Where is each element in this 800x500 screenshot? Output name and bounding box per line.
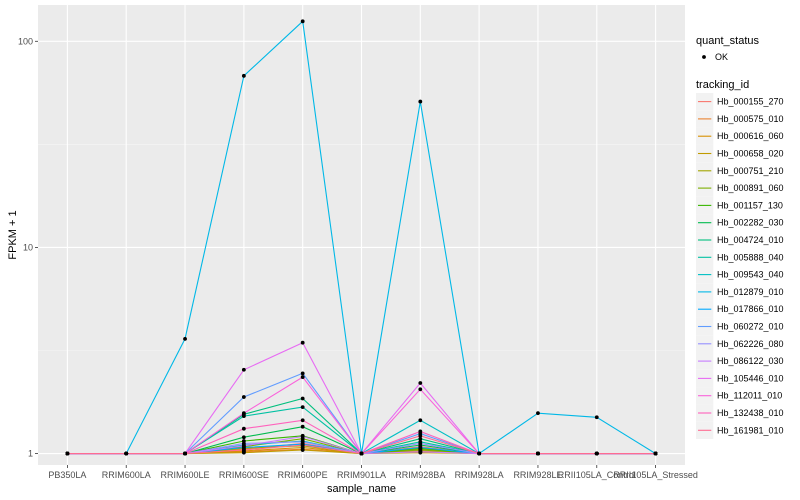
legend-label-tracking-id: Hb_009543_040 <box>717 270 784 280</box>
legend-label-tracking-id: Hb_005888_040 <box>717 252 784 262</box>
data-point <box>418 381 423 385</box>
y-tick-label: 100 <box>18 36 33 46</box>
data-point <box>300 375 305 379</box>
data-point <box>300 443 305 447</box>
legend-label-tracking-id: Hb_060272_010 <box>717 322 784 332</box>
legend-label-tracking-id: Hb_000891_060 <box>717 183 784 193</box>
x-tick-label: RRII105LA_Control <box>558 470 636 480</box>
data-point <box>300 340 305 345</box>
data-point <box>594 415 599 420</box>
data-point <box>300 405 305 410</box>
data-point <box>359 451 364 456</box>
legend-label-tracking-id: Hb_001157_130 <box>717 200 783 210</box>
y-tick-label: 10 <box>23 242 33 252</box>
data-point <box>241 414 246 418</box>
data-point <box>418 387 423 392</box>
data-point <box>418 449 423 454</box>
x-tick-label: RRIM928BA <box>395 470 445 480</box>
legend-label-tracking-id: Hb_105446_010 <box>717 373 784 383</box>
data-point <box>300 371 305 376</box>
legend-label-tracking-id: Hb_000751_210 <box>717 166 784 176</box>
data-point <box>418 433 423 438</box>
data-point <box>241 448 246 452</box>
legend-label-tracking-id: Hb_004724_010 <box>717 235 784 245</box>
data-point <box>241 395 246 399</box>
x-tick-label: PB350LA <box>48 470 86 480</box>
legend-label-tracking-id: Hb_086122_030 <box>717 356 784 366</box>
x-tick-label: RRIM600LE <box>161 470 210 480</box>
legend-label-tracking-id: Hb_000658_020 <box>717 149 784 159</box>
legend-label-tracking-id: Hb_000575_010 <box>717 114 784 124</box>
legend-label-tracking-id: Hb_112011_010 <box>717 391 782 401</box>
x-tick-label: RRIM928LA <box>455 470 504 480</box>
data-point <box>536 411 540 416</box>
data-point <box>241 443 246 448</box>
data-point <box>536 451 540 456</box>
data-point <box>300 434 305 439</box>
data-point <box>418 99 423 104</box>
data-point <box>418 445 423 450</box>
data-point <box>300 448 305 452</box>
data-point <box>418 436 423 441</box>
data-point <box>418 418 423 423</box>
x-tick-label: RRIM928LE <box>513 470 562 480</box>
data-point <box>124 451 129 456</box>
legend-label-tracking-id: Hb_017866_010 <box>717 304 784 314</box>
data-point <box>300 396 305 401</box>
x-tick-label: RRIM600LA <box>102 470 151 480</box>
data-point <box>300 418 305 423</box>
legend-label-quant-status: OK <box>715 52 728 62</box>
x-tick-label: RRII105LA_Stressed <box>613 470 698 480</box>
legend-label-tracking-id: Hb_012879_010 <box>717 287 784 297</box>
legend-point-key <box>702 55 706 59</box>
data-point <box>300 19 305 24</box>
legend-label-tracking-id: Hb_132438_010 <box>717 408 784 418</box>
data-point <box>183 451 187 456</box>
legend-label-tracking-id: Hb_062226_080 <box>717 339 784 349</box>
legend-title-quant-status: quant_status <box>696 35 759 47</box>
x-tick-label: RRIM901LA <box>337 470 386 480</box>
legend-label-tracking-id: Hb_000616_060 <box>717 131 784 141</box>
data-point <box>241 73 246 78</box>
legend-label-tracking-id: Hb_000155_270 <box>717 97 784 107</box>
legend-title-tracking-id: tracking_id <box>696 79 749 91</box>
data-point <box>300 439 305 444</box>
data-point <box>418 429 423 434</box>
data-point <box>300 424 305 429</box>
data-point <box>65 451 70 456</box>
data-point <box>477 451 482 456</box>
data-point <box>653 451 658 456</box>
x-tick-label: RRIM600PE <box>278 470 328 480</box>
data-point <box>241 435 246 440</box>
x-axis-title: sample_name <box>327 483 396 495</box>
legend-label-tracking-id: Hb_161981_010 <box>717 425 784 435</box>
data-point <box>241 450 246 455</box>
x-tick-label: RRIM600SE <box>219 470 269 480</box>
data-point <box>241 426 246 431</box>
y-axis-title: FPKM + 1 <box>7 210 19 259</box>
data-point <box>594 451 599 456</box>
data-point <box>183 336 187 341</box>
data-point <box>241 411 246 416</box>
data-point <box>241 367 246 372</box>
y-tick-label: 1 <box>28 449 33 459</box>
data-point <box>418 441 423 446</box>
legend-label-tracking-id: Hb_002282_030 <box>717 218 784 228</box>
